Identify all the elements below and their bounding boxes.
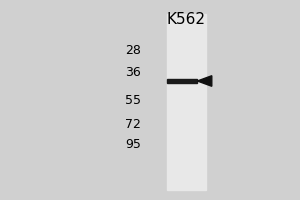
Polygon shape xyxy=(197,76,212,86)
Bar xyxy=(167,14,206,190)
Text: K562: K562 xyxy=(167,12,206,27)
Bar xyxy=(167,79,197,83)
Text: 72: 72 xyxy=(125,117,141,130)
Text: 55: 55 xyxy=(125,94,141,106)
Text: 28: 28 xyxy=(125,45,141,58)
Text: 95: 95 xyxy=(125,138,141,150)
Text: 36: 36 xyxy=(125,66,141,79)
